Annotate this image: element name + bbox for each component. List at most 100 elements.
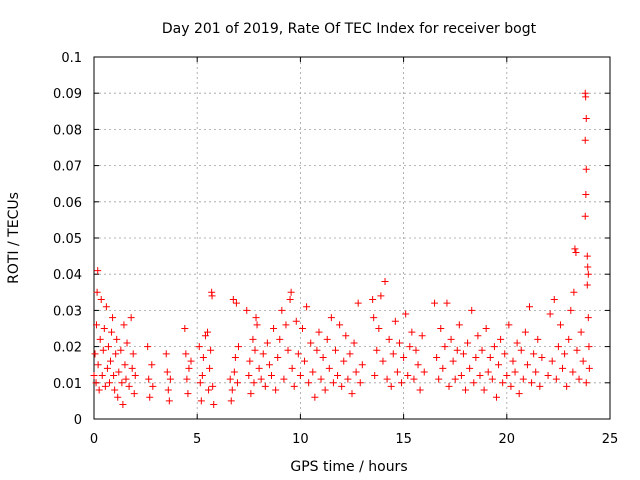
data-point (528, 379, 536, 387)
data-point (391, 317, 399, 325)
data-point (270, 325, 278, 332)
data-point (251, 346, 259, 354)
data-point (325, 364, 333, 372)
data-point (369, 296, 377, 304)
data-point (455, 321, 463, 329)
data-point (350, 339, 358, 347)
data-point (97, 296, 105, 304)
data-point (501, 350, 509, 358)
data-point (209, 382, 217, 390)
data-point (585, 343, 593, 351)
data-point (402, 310, 410, 318)
data-point (445, 382, 453, 390)
data-point (379, 357, 387, 365)
y-tick-label: 0.06 (53, 196, 82, 211)
data-point (183, 375, 191, 383)
data-point (408, 328, 416, 336)
data-point (232, 299, 240, 307)
data-point (340, 357, 348, 365)
data-point (234, 343, 242, 351)
data-point (91, 350, 99, 358)
y-tick-label: 0.02 (53, 341, 82, 356)
y-tick-label: 0.03 (53, 304, 82, 319)
data-point (466, 364, 474, 372)
data-point (280, 375, 288, 383)
data-point (92, 321, 100, 329)
data-point (356, 379, 364, 387)
data-point (490, 343, 498, 351)
data-point (309, 368, 317, 376)
data-point (252, 314, 260, 322)
data-point (583, 281, 591, 289)
data-point (298, 325, 306, 332)
axis-ticks: 0 5 10 15 20 25 0 0.01 0.02 0.03 0.04 0.05 0.06 0.07 0… (53, 51, 618, 447)
data-point (546, 310, 554, 318)
data-point (92, 379, 100, 387)
data-point (538, 353, 546, 361)
data-point (182, 350, 190, 358)
data-point (515, 390, 523, 398)
data-point (90, 372, 98, 380)
data-point (571, 245, 579, 253)
data-point (439, 364, 447, 372)
x-tick-label: 20 (499, 432, 516, 447)
x-tick-label: 25 (602, 432, 619, 447)
y-tick-label: 0.07 (53, 160, 82, 175)
data-point (449, 357, 457, 365)
data-point (582, 379, 590, 387)
data-point (497, 335, 505, 343)
data-point (121, 361, 129, 369)
data-point (544, 372, 552, 380)
data-point (371, 372, 379, 380)
data-point (96, 335, 104, 343)
data-point (420, 368, 428, 376)
data-point (250, 379, 258, 387)
data-point (112, 350, 120, 358)
data-point (119, 401, 127, 409)
data-point (94, 267, 102, 275)
data-point (433, 353, 441, 361)
data-point (509, 357, 517, 365)
data-point (334, 372, 342, 380)
y-tick-label: 0.09 (53, 87, 82, 102)
data-point (476, 372, 484, 380)
data-point (255, 364, 263, 372)
y-tick-label: 0.01 (53, 377, 82, 392)
data-point (418, 332, 426, 340)
data-point (103, 364, 111, 372)
plot-frame (93, 56, 611, 420)
data-point (561, 350, 569, 358)
data-point (301, 357, 309, 365)
data-point (315, 328, 323, 336)
data-point (284, 346, 292, 354)
data-point (282, 321, 290, 329)
data-point (585, 364, 593, 372)
chart-title: Day 201 of 2019, Rate Of TEC Index for r… (162, 21, 537, 37)
data-point (292, 317, 300, 325)
data-point (492, 393, 500, 401)
data-point (453, 346, 461, 354)
data-point (582, 93, 590, 101)
data-point (101, 382, 109, 390)
data-point (344, 375, 352, 383)
data-point (288, 364, 296, 372)
data-point (319, 353, 327, 361)
data-point (377, 292, 385, 300)
data-point (307, 339, 315, 347)
data-point (210, 401, 218, 409)
data-point (187, 357, 195, 365)
data-point (247, 390, 255, 398)
data-point (130, 390, 138, 398)
y-tick-label: 0.08 (53, 123, 82, 138)
data-point (478, 346, 486, 354)
data-point (579, 357, 587, 365)
data-point (286, 296, 294, 304)
data-point (311, 393, 319, 401)
data-point (406, 343, 414, 351)
y-tick-label: 0 (74, 413, 82, 428)
data-point (231, 353, 239, 361)
data-point (584, 263, 592, 271)
data-point (93, 288, 101, 296)
data-point (437, 325, 445, 332)
